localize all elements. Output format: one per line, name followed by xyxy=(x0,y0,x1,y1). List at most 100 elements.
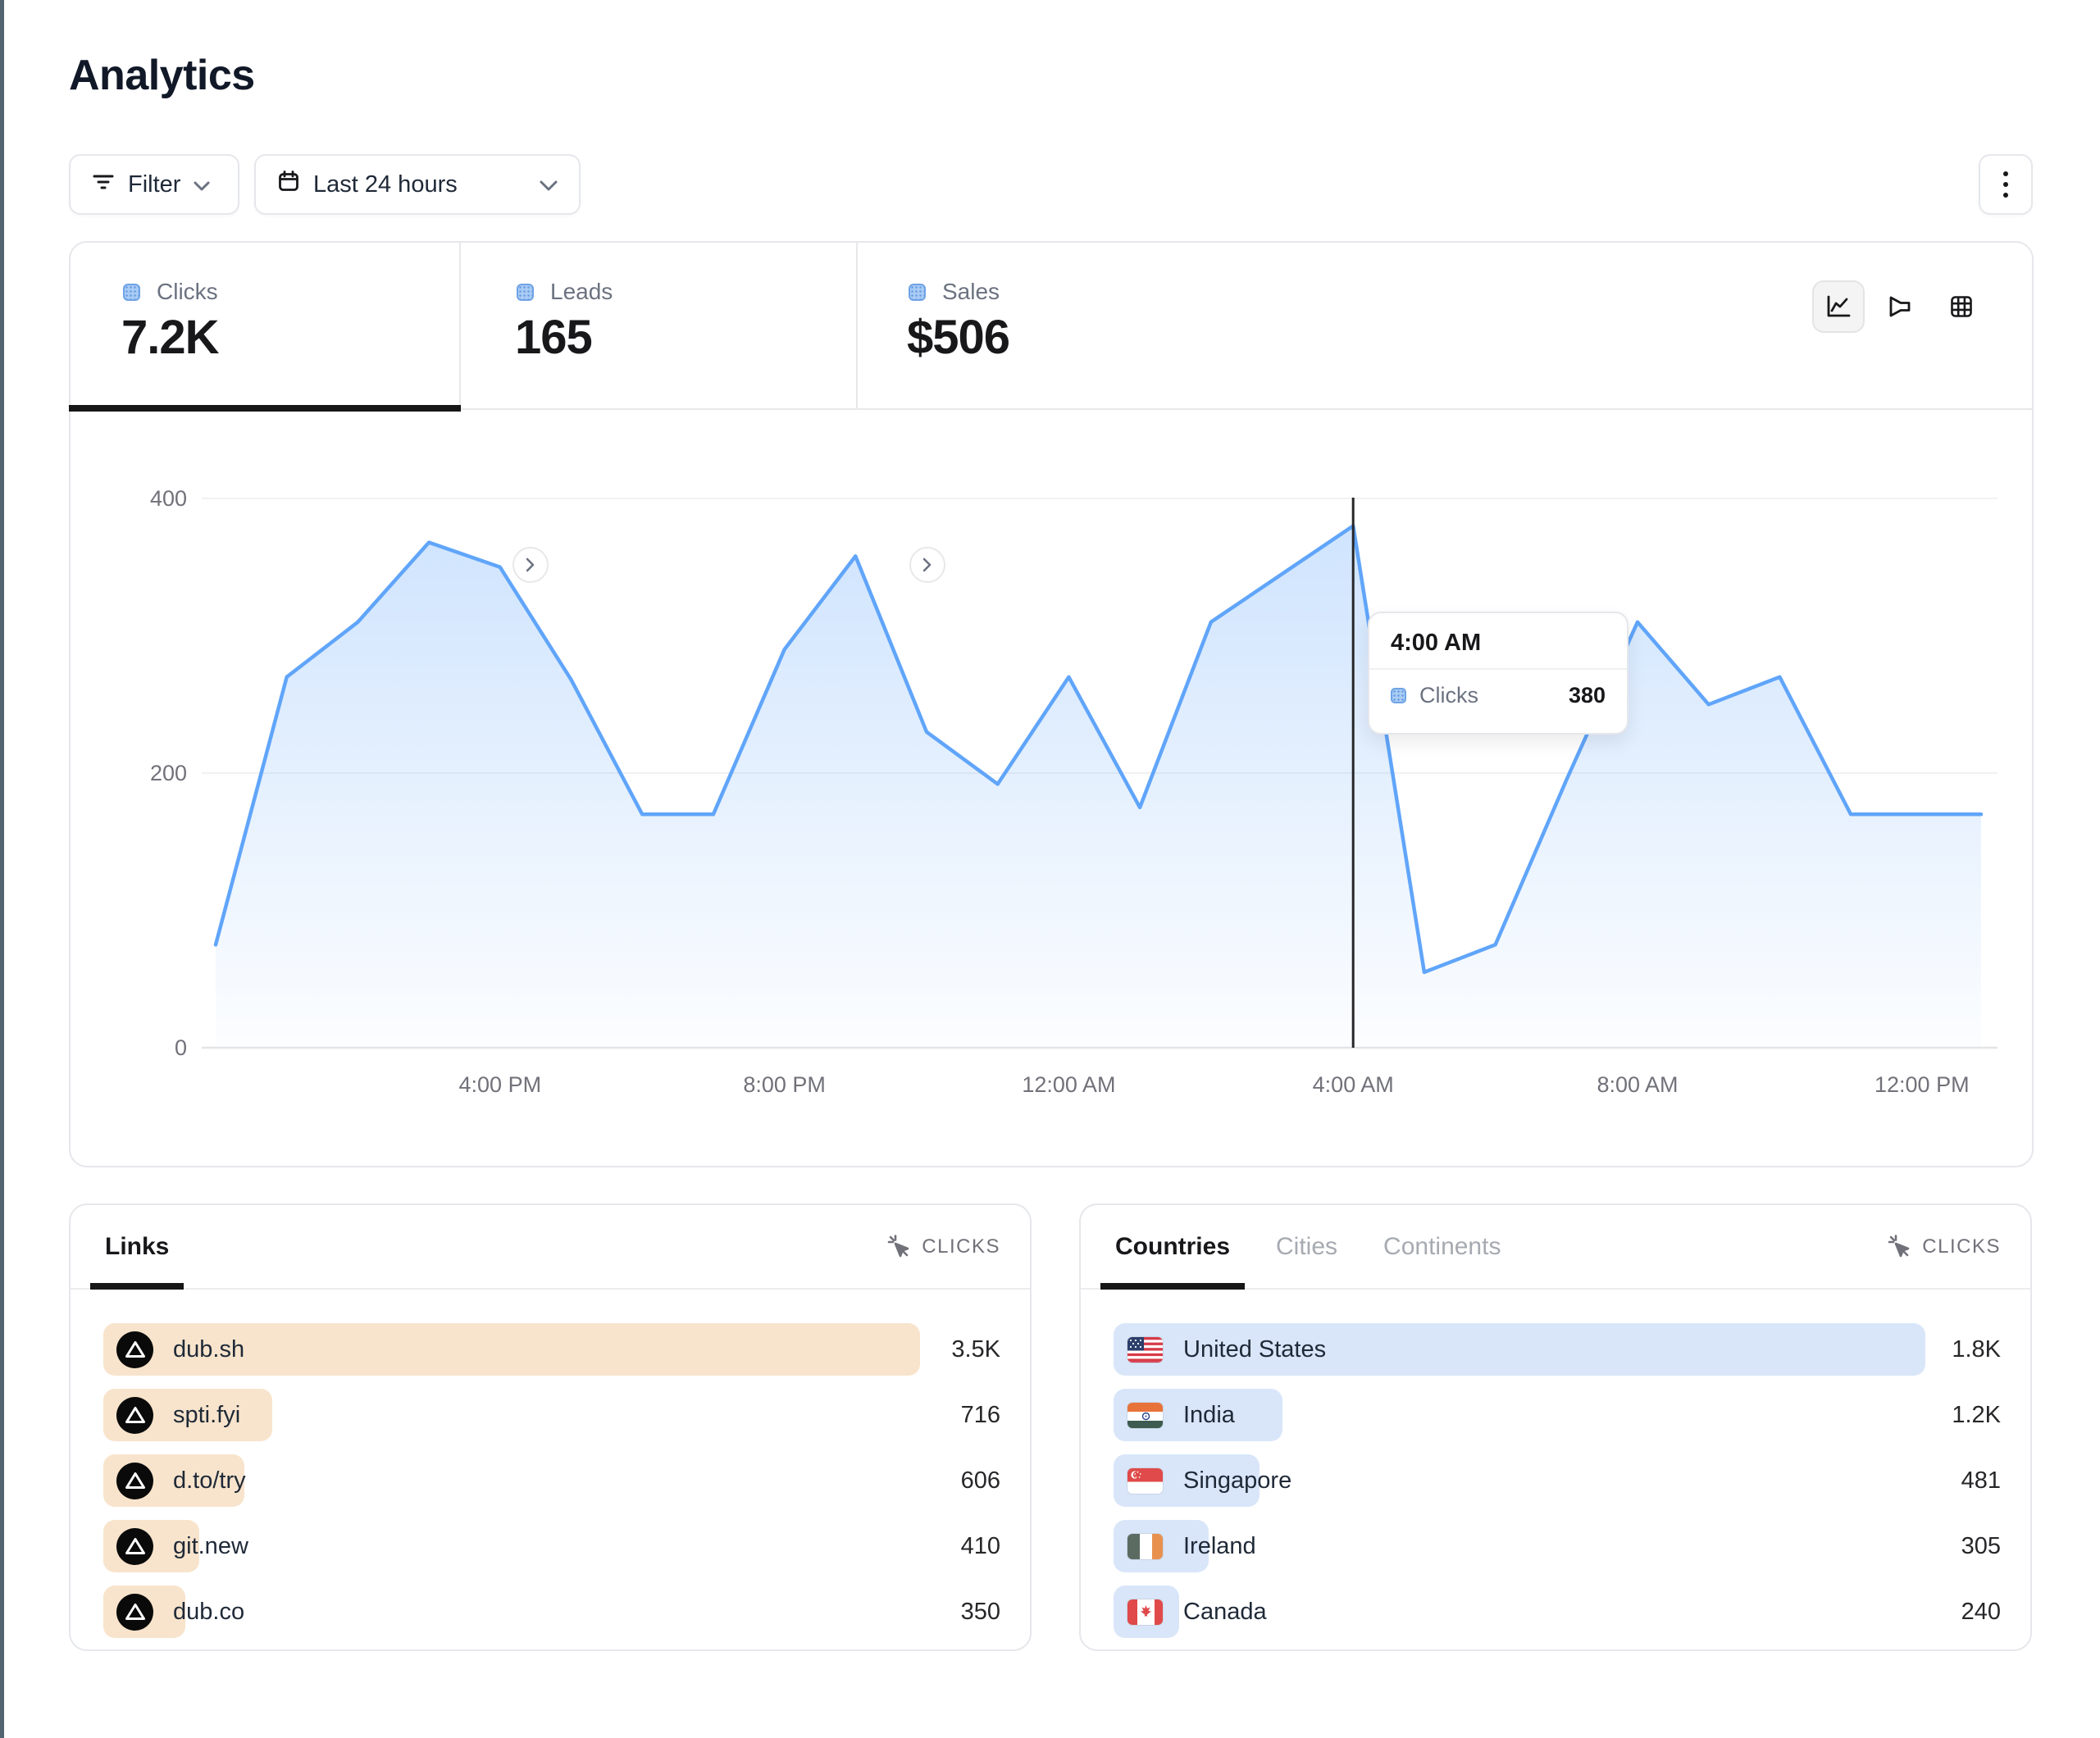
more-options-button[interactable] xyxy=(1979,154,2033,215)
link-clicks-value: 716 xyxy=(960,1401,1000,1428)
dub-logo-avatar xyxy=(116,1462,153,1499)
links-metric-sort[interactable]: CLICKS xyxy=(886,1234,1000,1260)
link-label: git.new xyxy=(173,1532,248,1559)
tab-links[interactable]: Links xyxy=(89,1205,184,1290)
svg-text:200: 200 xyxy=(150,761,187,785)
cursor-click-icon xyxy=(887,1234,909,1257)
tab-countries-label: Countries xyxy=(1115,1232,1231,1260)
country-label: United States xyxy=(1183,1336,1327,1363)
svg-text:12:00 AM: 12:00 AM xyxy=(1022,1072,1115,1097)
expand-leads-button[interactable] xyxy=(909,547,945,583)
cursor-click-icon xyxy=(1888,1234,1910,1257)
calendar-icon xyxy=(277,170,300,199)
geo-metric-sort[interactable]: CLICKS xyxy=(1886,1234,2001,1260)
filter-icon xyxy=(92,171,115,198)
tab-continents[interactable]: Continents xyxy=(1382,1205,1502,1288)
link-row[interactable]: dub.co 350 xyxy=(71,1586,1030,1638)
funnel-chart-view-button[interactable] xyxy=(1874,280,1926,333)
table-view-button[interactable] xyxy=(1935,280,1988,333)
svg-text:4:00 AM: 4:00 AM xyxy=(1313,1072,1394,1097)
dub-logo-avatar xyxy=(116,1527,153,1565)
link-label: dub.sh xyxy=(173,1335,245,1363)
line-chart-icon xyxy=(1827,295,1851,317)
active-tab-underline xyxy=(69,405,461,412)
table-grid-icon xyxy=(1951,296,1972,317)
chart-type-switcher xyxy=(1812,280,1988,333)
stats-header: Clicks 7.2K Leads 165 Sales $506 xyxy=(69,243,2032,583)
svg-text:400: 400 xyxy=(150,486,187,511)
date-range-label: Last 24 hours xyxy=(313,171,458,198)
stat-tab-clicks[interactable]: Clicks 7.2K xyxy=(69,243,461,412)
link-row[interactable]: d.to/try 606 xyxy=(71,1454,1030,1507)
filter-button-label: Filter xyxy=(128,171,181,198)
links-panel: Links CLICKS dub.sh 3.5K xyxy=(69,1203,1032,1651)
link-row[interactable]: git.new 410 xyxy=(71,1520,1030,1572)
link-row[interactable]: dub.sh 3.5K xyxy=(71,1323,1030,1376)
clicks-line xyxy=(213,524,1984,975)
country-clicks-value: 1.2K xyxy=(1952,1401,2001,1428)
tooltip-time: 4:00 AM xyxy=(1369,613,1627,670)
expand-clicks-button[interactable] xyxy=(512,547,549,583)
country-row[interactable]: Singapore 481 xyxy=(1081,1454,2030,1507)
page-title: Analytics xyxy=(69,52,255,99)
stat-label: Sales xyxy=(942,279,1000,304)
chevron-right-icon xyxy=(922,557,932,572)
link-clicks-value: 606 xyxy=(960,1467,1000,1494)
country-label: Ireland xyxy=(1183,1533,1256,1559)
links-metric-label: CLICKS xyxy=(922,1235,1000,1258)
svg-text:0: 0 xyxy=(175,1035,187,1060)
svg-text:8:00 PM: 8:00 PM xyxy=(743,1072,826,1097)
singapore-flag-icon xyxy=(1127,1467,1164,1495)
link-bar xyxy=(103,1323,920,1376)
link-label: dub.co xyxy=(173,1598,245,1625)
area-fill xyxy=(216,525,1981,1048)
svg-text:12:00 PM: 12:00 PM xyxy=(1875,1072,1970,1097)
date-range-button[interactable]: Last 24 hours xyxy=(254,154,581,215)
geo-panel: Countries Cities Continents CLICKS xyxy=(1079,1203,2032,1651)
us-flag-icon xyxy=(1127,1336,1164,1363)
dub-logo-avatar xyxy=(116,1331,153,1368)
tab-cities[interactable]: Cities xyxy=(1274,1205,1339,1288)
tooltip-series-label: Clicks xyxy=(1419,683,1478,707)
clicks-area-chart[interactable]: 0 200 400 4:00 PM 8:00 PM 12:00 AM 4:00 AM 8:00… xyxy=(71,243,2035,1169)
country-clicks-value: 305 xyxy=(1961,1532,2001,1559)
link-clicks-value: 350 xyxy=(960,1598,1000,1625)
tab-continents-label: Continents xyxy=(1383,1232,1501,1260)
country-label: Singapore xyxy=(1183,1467,1292,1494)
link-row[interactable]: spti.fyi 716 xyxy=(71,1389,1030,1441)
geo-metric-label: CLICKS xyxy=(1922,1235,2001,1258)
tab-countries[interactable]: Countries xyxy=(1100,1205,1246,1290)
clicks-legend-chip-icon xyxy=(1391,688,1406,703)
analytics-chart-card: Clicks 7.2K Leads 165 Sales $506 xyxy=(69,241,2034,1167)
country-clicks-value: 481 xyxy=(1961,1467,2001,1494)
link-clicks-value: 3.5K xyxy=(951,1335,1000,1363)
kebab-icon xyxy=(2003,171,2008,176)
line-chart-view-button[interactable] xyxy=(1812,280,1865,333)
axis-labels: 0 200 400 4:00 PM 8:00 PM 12:00 AM 4:00 AM 8:00… xyxy=(150,486,1970,1097)
country-clicks-value: 1.8K xyxy=(1952,1335,2001,1363)
filter-button[interactable]: Filter xyxy=(69,154,239,215)
stat-tab-sales[interactable]: Sales $506 xyxy=(859,243,1253,410)
funnel-chart-icon xyxy=(1889,296,1911,317)
tab-cities-label: Cities xyxy=(1276,1232,1338,1260)
stat-value-leads: 165 xyxy=(515,311,593,364)
link-label: d.to/try xyxy=(173,1467,246,1494)
country-label: India xyxy=(1183,1402,1235,1428)
stat-value-sales: $506 xyxy=(907,311,1010,364)
sales-legend-chip-icon xyxy=(909,283,926,301)
stat-value-clicks: 7.2K xyxy=(121,311,220,364)
stat-label: Leads xyxy=(550,279,613,304)
stat-label: Clicks xyxy=(157,279,218,304)
india-flag-icon xyxy=(1127,1402,1164,1429)
country-label: Canada xyxy=(1183,1599,1267,1625)
svg-text:4:00 PM: 4:00 PM xyxy=(459,1072,542,1097)
country-row[interactable]: Ireland 305 xyxy=(1081,1520,2030,1572)
country-clicks-value: 240 xyxy=(1961,1598,2001,1625)
country-row[interactable]: United States 1.8K xyxy=(1081,1323,2030,1376)
stat-tab-leads[interactable]: Leads 165 xyxy=(462,243,858,410)
clicks-legend-chip-icon xyxy=(123,283,140,301)
country-row[interactable]: Canada 240 xyxy=(1081,1586,2030,1638)
dub-logo-avatar xyxy=(116,1396,153,1434)
country-row[interactable]: India 1.2K xyxy=(1081,1389,2030,1441)
